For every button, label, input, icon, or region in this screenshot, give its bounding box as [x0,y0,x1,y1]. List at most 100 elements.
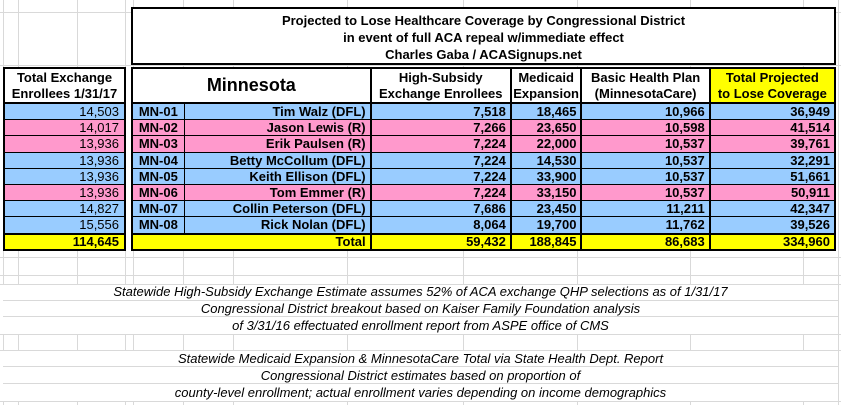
page-title-line2: in event of full ACA repeal w/immediate … [343,30,624,45]
medicaid-cell[interactable]: 23,450 [512,201,583,217]
district-cell[interactable]: MN-01 [133,104,185,120]
representative-cell[interactable]: Tim Walz (DFL) [185,104,372,120]
total-medicaid-cell[interactable]: 188,845 [512,234,583,249]
representative-cell[interactable]: Betty McCollum (DFL) [185,152,372,168]
col-header-high-subsidy[interactable]: High-Subsidy Exchange Enrollees [372,69,512,102]
district-cell[interactable]: MN-05 [133,168,185,184]
exchange-value-cell-mn01[interactable]: 14,503 [5,104,124,120]
medicaid-cell[interactable]: 14,530 [512,152,583,168]
district-cell[interactable]: MN-03 [133,136,185,152]
gridline-horizontal [0,257,841,258]
footnote-exchange-methodology: Statewide High-Subsidy Exchange Estimate… [3,284,838,334]
exchange-value-cell-mn02[interactable]: 14,017 [5,119,124,136]
col-header-basic-health-plan-line1: Basic Health Plan [591,69,701,85]
col-header-basic-health-plan-line2: (MinnesotaCare) [594,85,697,101]
district-cell[interactable]: MN-06 [133,184,185,201]
exchange-value-cell-mn05[interactable]: 13,936 [5,167,124,184]
total-projected-cell[interactable]: 39,761 [790,136,830,152]
table-row-mn-02: MN-02 Jason Lewis (R) 7,266 23,650 10,598 41,… [133,119,834,136]
district-cell[interactable]: MN-04 [133,152,185,168]
table-row-mn-06: MN-06 Tom Emmer (R) 7,224 33,150 10,537 50,91… [133,183,834,201]
high-subsidy-cell[interactable]: 8,064 [372,217,512,233]
medicaid-cell[interactable]: 22,000 [512,136,583,152]
basic-health-plan-cell[interactable]: 10,537 [582,152,711,168]
high-subsidy-cell[interactable]: 7,224 [372,136,512,152]
page-title-line1: Projected to Lose Healthcare Coverage by… [281,13,686,28]
basic-health-plan-cell[interactable]: 10,966 [582,104,711,120]
basic-health-plan-cell[interactable]: 11,211 [582,201,711,217]
district-cell[interactable]: MN-07 [133,201,185,217]
exchange-value-cell-mn07[interactable]: 14,827 [5,200,124,217]
col-header-total-projected-line1: Total Projected [725,69,819,85]
table-row-mn-05: MN-05 Keith Ellison (DFL) 7,224 33,900 10,53… [133,167,834,184]
district-cell[interactable]: MN-02 [133,120,185,136]
gridline-horizontal [0,284,841,285]
col-header-high-subsidy-line2: Exchange Enrollees [378,85,503,101]
basic-health-plan-cell[interactable]: 10,598 [582,120,711,136]
total-projected-cell[interactable]: 50,911 [790,185,830,201]
total-projected-cell[interactable]: 32,291 [790,152,830,168]
footnote-line[interactable]: Congressional District estimates based o… [3,367,838,384]
basic-health-plan-cell[interactable]: 11,762 [582,217,711,233]
representative-cell[interactable]: Tom Emmer (R) [185,184,372,201]
total-high-subsidy-cell[interactable]: 59,432 [372,234,512,249]
col-header-basic-health-plan[interactable]: Basic Health Plan (MinnesotaCare) [582,69,711,102]
state-header-cell[interactable]: Minnesota [133,69,372,102]
gridline-vertical [838,0,839,405]
medicaid-cell[interactable]: 18,465 [512,104,583,120]
table-row-mn-07: MN-07 Collin Peterson (DFL) 7,686 23,450 11,… [133,200,834,217]
footnote-line[interactable]: Statewide High-Subsidy Exchange Estimate… [3,284,838,301]
medicaid-cell[interactable]: 23,650 [512,120,583,136]
footnote-line[interactable]: Congressional District breakout based on… [3,301,838,318]
page-title-line3: Charles Gaba / ACASignups.net [385,47,582,62]
representative-cell[interactable]: Rick Nolan (DFL) [185,217,372,233]
gridline-horizontal [0,334,841,335]
total-projected-cell[interactable]: 39,526 [790,217,830,233]
total-projected-cell[interactable]: 51,661 [790,168,830,184]
basic-health-plan-cell[interactable]: 10,537 [582,184,711,201]
exchange-value-cell-mn08[interactable]: 15,556 [5,216,124,233]
footnote-line[interactable]: Statewide Medicaid Expansion & Minnesota… [3,350,838,367]
high-subsidy-cell[interactable]: 7,686 [372,201,512,217]
basic-health-plan-cell[interactable]: 10,537 [582,168,711,184]
medicaid-cell[interactable]: 19,700 [512,217,583,233]
col-header-total-projected[interactable]: Total Projected to Lose Coverage [710,69,834,102]
coverage-loss-table: Minnesota High-Subsidy Exchange Enrollee… [131,67,836,251]
high-subsidy-cell[interactable]: 7,224 [372,152,512,168]
exchange-value-cell-mn03[interactable]: 13,936 [5,135,124,152]
representative-cell[interactable]: Keith Ellison (DFL) [185,168,372,184]
high-subsidy-cell[interactable]: 7,518 [372,104,512,120]
footnote-line[interactable]: of 3/31/16 effectuated enrollment report… [232,317,609,333]
col-header-medicaid[interactable]: Medicaid Expansion [512,69,583,102]
total-basic-health-plan-cell[interactable]: 86,683 [582,234,711,249]
exchange-total-cell[interactable]: 114,645 [5,232,124,249]
medicaid-cell[interactable]: 33,900 [512,168,583,184]
table-total-row: Total 59,432 188,845 86,683 334,960 [133,232,834,249]
exchange-enrollees-header-cell[interactable]: Total Exchange Enrollees 1/31/17 [5,69,124,104]
exchange-value-cell-mn04[interactable]: 13,936 [5,151,124,168]
total-label-cell[interactable]: Total [133,234,372,249]
high-subsidy-cell[interactable]: 7,224 [372,168,512,184]
total-projected-cell[interactable]: 41,514 [790,120,830,136]
exchange-value-cell-mn06[interactable]: 13,936 [5,183,124,201]
district-cell[interactable]: MN-08 [133,217,185,233]
total-projected-cell[interactable]: 36,949 [790,104,830,120]
exchange-enrollees-table: Total Exchange Enrollees 1/31/17 14,503 … [3,67,126,251]
exchange-enrollees-header-line1: Total Exchange [16,70,113,85]
high-subsidy-cell[interactable]: 7,266 [372,120,512,136]
footnote-line[interactable]: county-level enrollment; actual enrollme… [174,385,667,400]
total-projected-cell[interactable]: 334,960 [783,234,830,249]
total-projected-cell[interactable]: 42,347 [790,201,830,217]
col-header-medicaid-line1: Medicaid [518,69,574,85]
gridline-horizontal [0,275,841,276]
representative-cell[interactable]: Jason Lewis (R) [185,120,372,136]
representative-cell[interactable]: Collin Peterson (DFL) [185,201,372,217]
high-subsidy-cell[interactable]: 7,224 [372,184,512,201]
col-header-high-subsidy-line1: High-Subsidy [398,69,483,85]
basic-health-plan-cell[interactable]: 10,537 [582,136,711,152]
table-row-mn-04: MN-04 Betty McCollum (DFL) 7,224 14,530 10,5… [133,151,834,168]
representative-cell[interactable]: Erik Paulsen (R) [185,136,372,152]
medicaid-cell[interactable]: 33,150 [512,184,583,201]
table-row-mn-03: MN-03 Erik Paulsen (R) 7,224 22,000 10,537 39… [133,135,834,152]
